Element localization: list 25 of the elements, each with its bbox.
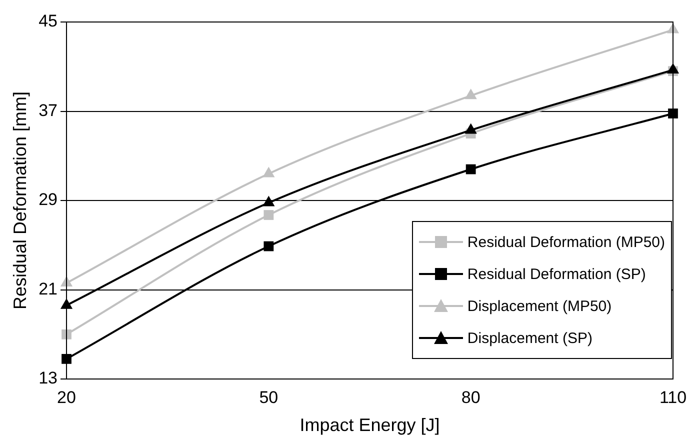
point — [62, 329, 72, 340]
x-tick-label: 50 — [259, 388, 278, 407]
legend-label: Residual Deformation (SP) — [467, 266, 646, 282]
point — [466, 164, 476, 174]
x-tick-label: 80 — [461, 388, 480, 407]
y-tick-label: 21 — [38, 279, 58, 298]
x-tick-label: 20 — [57, 388, 76, 407]
legend-label: Displacement (MP50) — [467, 298, 612, 314]
point — [264, 210, 274, 220]
y-tick-label: 37 — [38, 100, 58, 120]
legend-label: Displacement (SP) — [467, 330, 592, 346]
point — [262, 196, 275, 206]
point — [668, 108, 678, 118]
point — [262, 166, 275, 178]
legend-label: Residual Deformation (MP50) — [467, 234, 665, 250]
point — [264, 241, 274, 252]
point — [464, 88, 477, 100]
x-tick-label: 110 — [659, 388, 687, 407]
y-tick-label: 45 — [38, 12, 58, 31]
y-axis-title: Residual Deformation [mm] — [10, 91, 30, 310]
point — [464, 123, 477, 134]
x-axis-title: Impact Energy [J] — [300, 415, 440, 436]
y-tick-label: 13 — [38, 368, 58, 388]
point — [62, 354, 72, 364]
y-tick-label: 29 — [38, 190, 58, 210]
